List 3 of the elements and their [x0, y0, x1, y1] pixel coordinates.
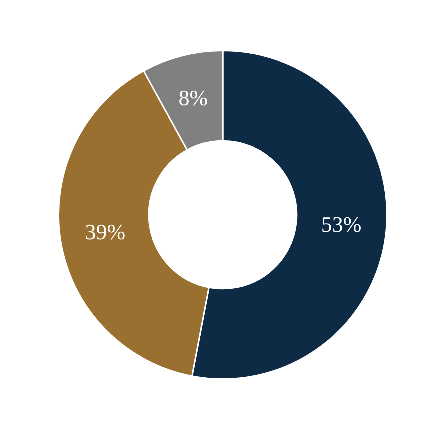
data-label: 39% [85, 219, 126, 244]
data-label: 53% [321, 212, 362, 237]
data-label: 8% [178, 85, 208, 110]
